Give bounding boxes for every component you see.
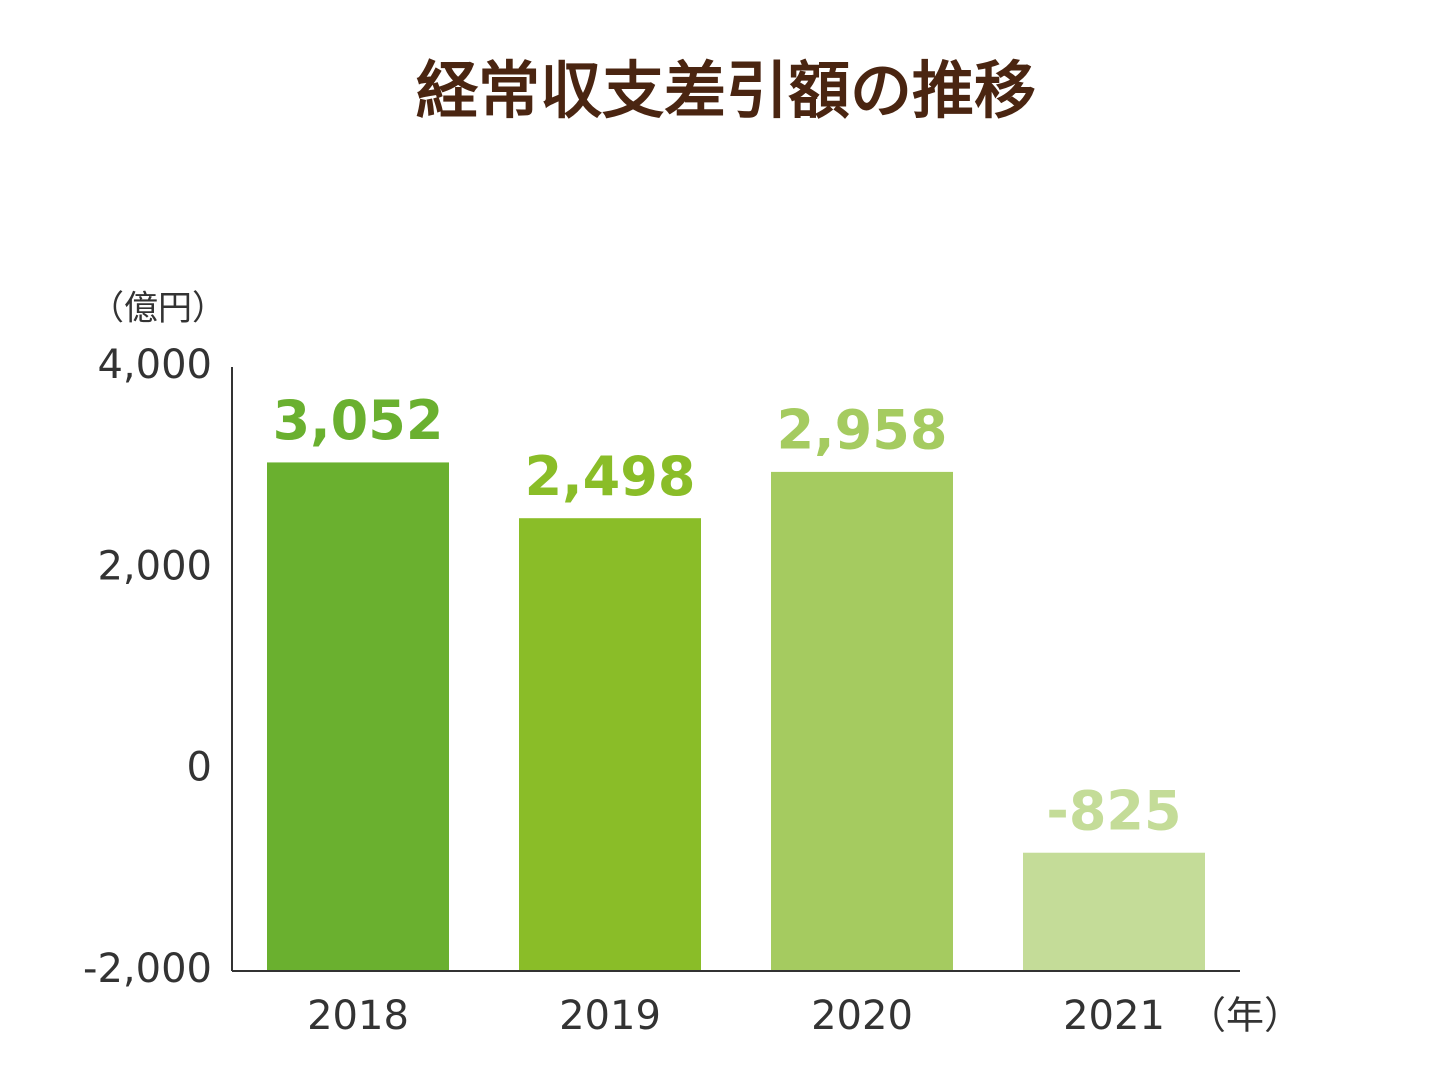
y-tick-label: -2,000 xyxy=(83,946,212,992)
x-tick-label: 2019 xyxy=(559,993,661,1039)
bar xyxy=(267,462,449,971)
x-tick-label: 2021 xyxy=(1063,993,1165,1039)
chart-title: 経常収支差引額の推移 xyxy=(416,54,1036,127)
value-label: 2,498 xyxy=(525,445,696,508)
x-tick-label: 2018 xyxy=(307,993,409,1039)
y-tick-label: 4,000 xyxy=(97,342,212,388)
x-unit-label: （年） xyxy=(1188,994,1302,1038)
y-tick-label: 0 xyxy=(187,745,212,791)
bar xyxy=(519,518,701,971)
value-label: -825 xyxy=(1046,779,1181,842)
value-label: 2,958 xyxy=(777,399,948,462)
bar xyxy=(1023,852,1205,971)
value-label: 3,052 xyxy=(273,389,444,452)
bar xyxy=(771,471,953,971)
y-unit-label: （億円） xyxy=(90,289,226,329)
x-tick-label: 2020 xyxy=(811,993,913,1039)
y-tick-label: 2,000 xyxy=(97,543,212,589)
